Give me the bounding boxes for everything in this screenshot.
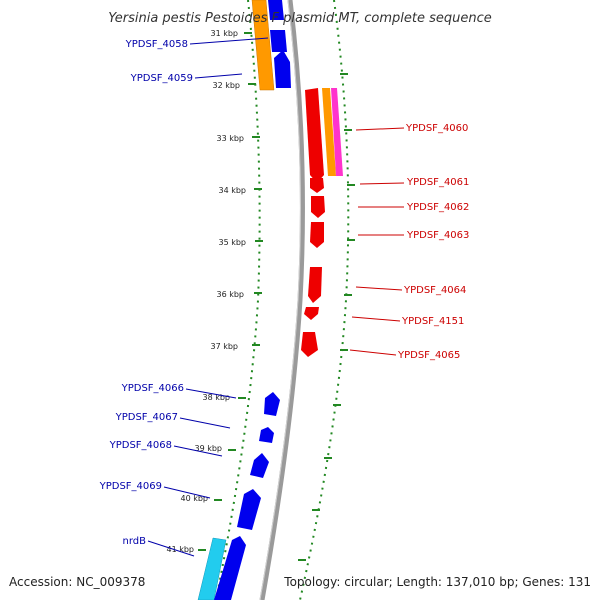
cyan-feature [197,537,227,600]
kbp-label: 36 kbp [216,290,244,299]
inner-ticks [198,32,263,551]
backbone-highlight [259,0,301,600]
cds-4064 [308,267,322,303]
cds-4063 [310,222,324,248]
gene-label: YPDSF_4068 [109,440,172,451]
cds-4068 [250,453,269,478]
kbp-label: 41 kbp [166,545,194,554]
cds-nrdB [214,536,246,600]
magenta-feature [331,88,343,176]
cds-4061 [310,178,324,193]
cds-4067 [259,427,274,443]
gene-label: nrdB [123,536,147,547]
map-title: Yersinia pestis Pestoides F plasmid MT, … [108,11,492,26]
orange-feature-2 [322,88,336,176]
cds-4069 [237,489,261,530]
forward-leaders [147,37,269,557]
gene-label: YPDSF_4067 [115,412,178,423]
kbp-label: 33 kbp [216,134,244,143]
orange-feature [251,0,275,91]
kbp-label: 35 kbp [218,238,246,247]
reverse-gene-labels: YPDSF_4060 YPDSF_4061 YPDSF_4062 YPDSF_4… [397,123,469,361]
gene-label: YPDSF_4062 [406,202,469,213]
gene-label: YPDSF_4059 [130,73,193,84]
gene-label: YPDSF_4060 [405,123,468,134]
outer-ticks [298,73,355,561]
kbp-label: 37 kbp [210,342,238,351]
cds-4060 [305,88,324,183]
reverse-leaders [349,127,405,356]
inner-dotted-circle [215,0,261,600]
gene-label: YPDSF_4064 [403,285,466,296]
gene-label: YPDSF_4058 [125,39,188,50]
gene-label: YPDSF_4061 [406,177,469,188]
reverse-features [301,88,343,357]
gene-label: YPDSF_4069 [99,481,162,492]
cds-4058 [270,30,287,52]
topology-text: Topology: circular; Length: 137,010 bp; … [283,575,591,589]
cds-4151 [304,307,319,320]
accession-text: Accession: NC_009378 [9,575,145,589]
cds-4059 [274,50,291,88]
kbp-labels: 31 kbp 32 kbp 33 kbp 34 kbp 35 kbp 36 kb… [166,29,246,554]
kbp-label: 40 kbp [180,494,208,503]
kbp-label: 31 kbp [210,29,238,38]
kbp-label: 39 kbp [194,444,222,453]
backbone-track [259,0,305,600]
gene-label: YPDSF_4063 [406,230,469,241]
cds-4062 [311,196,325,218]
cds-4065 [301,332,318,357]
kbp-label: 34 kbp [218,186,246,195]
kbp-label: 32 kbp [212,81,240,90]
forward-gene-labels: YPDSF_4058 YPDSF_4059 YPDSF_4066 YPDSF_4… [99,39,193,547]
gene-label: YPDSF_4066 [121,383,184,394]
forward-features [197,0,291,600]
gene-label: YPDSF_4065 [397,350,460,361]
gene-label: YPDSF_4151 [401,316,464,327]
cds-4066 [264,392,280,416]
kbp-label: 38 kbp [202,393,230,402]
blue-feature-top [268,0,284,20]
